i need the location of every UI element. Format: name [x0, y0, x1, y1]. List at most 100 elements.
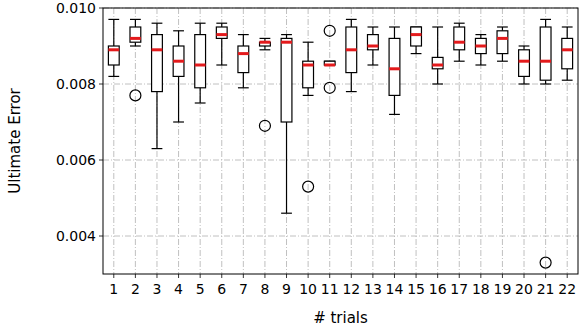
whisker-cap	[562, 26, 573, 27]
x-tick	[329, 274, 330, 278]
box	[519, 50, 530, 77]
box	[173, 46, 184, 76]
whisker-cap	[454, 61, 465, 62]
box	[281, 38, 292, 122]
grid	[103, 8, 578, 274]
box-plot	[475, 35, 486, 65]
grid-line	[103, 84, 578, 85]
whisker-cap	[367, 26, 378, 27]
axes: 0.0040.0060.0080.01012345678910111213141…	[56, 0, 576, 297]
box-plot	[259, 38, 270, 131]
box-plot	[324, 25, 335, 93]
whisker-cap	[475, 34, 486, 35]
median	[519, 60, 530, 63]
x-axis-label: # trials	[313, 309, 368, 327]
whisker-cap	[540, 19, 551, 20]
whisker-cap	[389, 114, 400, 115]
whisker	[135, 19, 136, 27]
x-tick-label: 14	[386, 281, 404, 297]
whisker-cap	[173, 30, 184, 31]
whisker-cap	[303, 42, 314, 43]
x-tick	[264, 274, 265, 278]
median	[497, 37, 508, 40]
x-tick	[135, 274, 136, 278]
x-tick-label: 12	[342, 281, 360, 297]
plot-frame	[103, 8, 578, 274]
whisker	[178, 76, 179, 122]
whisker-cap	[432, 83, 443, 84]
box	[260, 42, 271, 46]
whisker	[286, 122, 287, 213]
x-tick	[221, 274, 222, 278]
whisker-cap	[108, 19, 119, 20]
box-plot	[497, 27, 508, 61]
x-tick-label: 13	[364, 281, 382, 297]
median	[303, 64, 314, 67]
whisker	[351, 19, 352, 27]
whisker	[351, 73, 352, 92]
whisker	[156, 23, 157, 34]
x-tick-label: 19	[494, 281, 512, 297]
x-tick	[113, 274, 114, 278]
x-tick-label: 11	[321, 281, 339, 297]
whisker-cap	[260, 49, 271, 50]
box	[108, 46, 119, 65]
whisker	[394, 95, 395, 114]
grid-line	[221, 8, 222, 274]
median	[173, 60, 184, 63]
whisker	[437, 69, 438, 84]
x-tick	[156, 274, 157, 278]
x-tick-label: 8	[260, 281, 269, 297]
whisker-cap	[216, 64, 227, 65]
whisker-cap	[216, 23, 227, 24]
x-tick-label: 9	[282, 281, 291, 297]
grid-line	[103, 160, 578, 161]
median	[562, 48, 573, 51]
x-tick	[524, 274, 525, 278]
x-tick	[545, 274, 546, 278]
x-tick-label: 6	[217, 281, 226, 297]
box	[454, 27, 465, 50]
box-plot	[195, 23, 206, 103]
whisker	[437, 27, 438, 57]
grid-line	[524, 8, 525, 274]
whisker	[567, 27, 568, 38]
outlier	[259, 120, 270, 131]
y-tick-label: 0.006	[56, 152, 96, 168]
x-tick	[200, 274, 201, 278]
whisker-cap	[195, 102, 206, 103]
box-plot	[389, 27, 400, 114]
x-tick-label: 21	[537, 281, 555, 297]
y-tick-label: 0.010	[56, 0, 96, 16]
x-tick	[178, 274, 179, 278]
box-plot	[519, 46, 530, 84]
x-tick-label: 22	[558, 281, 576, 297]
box	[475, 38, 486, 53]
y-tick	[99, 84, 103, 85]
median	[367, 45, 378, 48]
x-tick-label: 2	[131, 281, 140, 297]
whisker	[415, 46, 416, 54]
median	[238, 52, 249, 55]
median	[130, 37, 141, 40]
x-tick	[459, 274, 460, 278]
grid-line	[329, 8, 330, 274]
outlier	[303, 181, 314, 192]
whisker	[178, 31, 179, 46]
x-tick-label: 16	[429, 281, 447, 297]
whisker-cap	[152, 148, 163, 149]
whisker	[200, 23, 201, 34]
median	[454, 41, 465, 44]
box-plot	[130, 19, 141, 101]
box-plot	[454, 23, 465, 61]
boxes	[108, 19, 572, 268]
grid-line	[135, 8, 136, 274]
median	[475, 45, 486, 48]
whisker	[221, 38, 222, 65]
box	[562, 38, 573, 68]
whisker	[523, 76, 524, 84]
whisker	[502, 54, 503, 62]
whisker-cap	[130, 45, 141, 46]
box-plot	[281, 35, 292, 214]
box-plot	[562, 27, 573, 80]
